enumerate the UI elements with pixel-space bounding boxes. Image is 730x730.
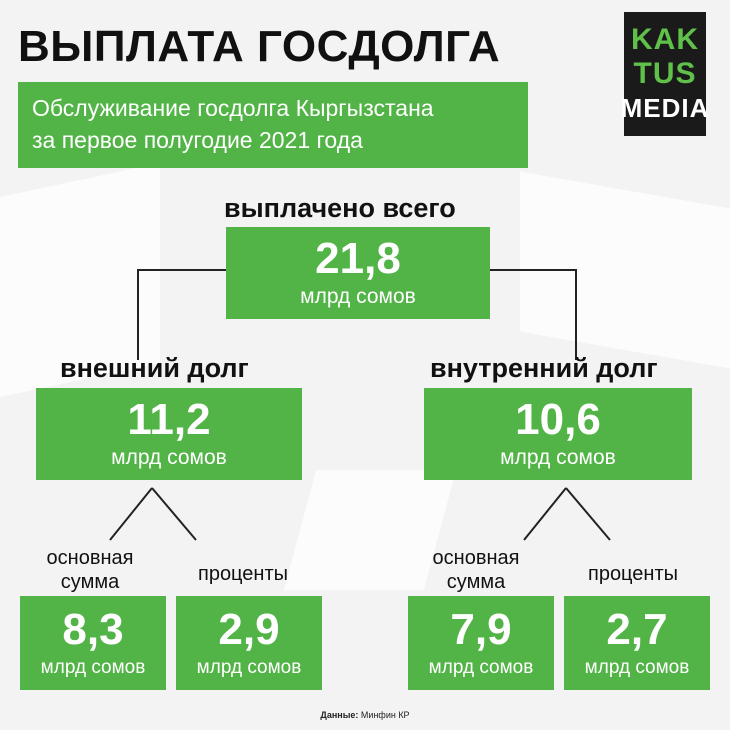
source-value: Минфин КР — [360, 710, 410, 720]
external-debt-value: 11,2 — [127, 395, 211, 445]
external-principal-box: 8,3 млрд сомов — [20, 596, 166, 690]
external-principal-value: 8,3 — [62, 604, 124, 654]
external-debt-label: внешний долг — [60, 353, 249, 383]
total-box: 21,8 млрд сомов — [226, 227, 490, 319]
total-value: 21,8 — [315, 234, 401, 284]
connector-internal-interest — [565, 487, 611, 541]
external-interest-box: 2,9 млрд сомов — [176, 596, 322, 690]
external-interest-unit: млрд сомов — [196, 656, 302, 678]
external-debt-box: 11,2 млрд сомов — [36, 388, 302, 480]
logo-line: TUS — [633, 57, 697, 90]
internal-debt-box: 10,6 млрд сомов — [424, 388, 692, 480]
label-line: сумма — [446, 571, 506, 593]
external-interest-value: 2,9 — [218, 604, 280, 654]
subtitle-line: Обслуживание госдолга Кыргызстана — [32, 95, 434, 121]
connector-total-internal — [490, 269, 577, 360]
page-title: ВЫПЛАТА ГОСДОЛГА — [18, 22, 501, 71]
subtitle-line: за первое полугодие 2021 года — [32, 127, 363, 153]
connector-external-interest — [151, 487, 197, 541]
internal-principal-box: 7,9 млрд сомов — [408, 596, 554, 690]
subtitle-banner: Обслуживание госдолга Кыргызстана за пер… — [18, 82, 528, 168]
internal-interest-box: 2,7 млрд сомов — [564, 596, 710, 690]
source-label: Данные: — [320, 710, 359, 720]
logo-line: KAK — [631, 23, 699, 56]
connector-external-principal — [109, 487, 153, 541]
internal-debt-value: 10,6 — [515, 395, 601, 445]
internal-interest-value: 2,7 — [606, 604, 668, 654]
total-label: выплачено всего — [224, 193, 456, 223]
internal-principal-value: 7,9 — [450, 604, 512, 654]
label-line: основная — [432, 547, 520, 569]
internal-debt-label: внутренний долг — [430, 353, 658, 383]
external-interest-label: проценты — [197, 563, 288, 585]
internal-debt-unit: млрд сомов — [500, 446, 616, 470]
internal-principal-label: основная сумма — [418, 546, 534, 594]
label-line: основная — [46, 547, 134, 569]
label-line: сумма — [60, 571, 120, 593]
connector-internal-principal — [523, 487, 567, 541]
internal-interest-label: проценты — [587, 563, 678, 585]
kaktus-media-logo: KAK TUS MEDIA — [621, 12, 708, 136]
external-principal-label: основная сумма — [32, 546, 148, 594]
internal-interest-unit: млрд сомов — [584, 656, 690, 678]
external-debt-unit: млрд сомов — [111, 446, 227, 470]
logo-line: MEDIA — [620, 93, 710, 123]
connector-total-external — [137, 269, 236, 360]
source-note: Данные: Минфин КР — [0, 710, 730, 720]
external-principal-unit: млрд сомов — [40, 656, 146, 678]
internal-principal-unit: млрд сомов — [428, 656, 534, 678]
total-unit: млрд сомов — [300, 285, 416, 309]
